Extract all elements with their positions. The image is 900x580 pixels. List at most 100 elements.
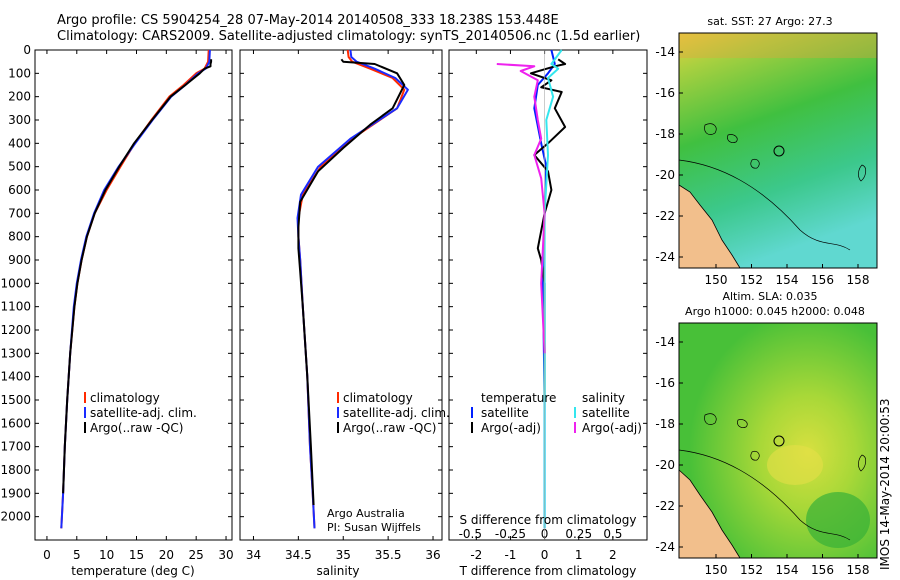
bathymetry-contour xyxy=(678,449,851,541)
lon-tick-label: 150 xyxy=(705,273,728,287)
x-tick-label: -2 xyxy=(470,548,482,562)
series-line xyxy=(496,63,546,354)
lat-tick-label: -18 xyxy=(655,417,675,431)
legend-salinity-header: salinity xyxy=(582,391,625,405)
legend-argo-swatch xyxy=(84,422,86,433)
temperature-axis-label: temperature (deg C) xyxy=(71,564,194,578)
lon-tick-label: 152 xyxy=(740,563,763,577)
legend-t-satellite-swatch xyxy=(471,407,473,418)
legend-climatology-swatch xyxy=(84,392,86,403)
s-difference-axis-label: S difference from climatology xyxy=(460,513,637,527)
legend-t-argo-label: Argo(-adj) xyxy=(481,421,541,435)
x-tick-label: 25 xyxy=(189,548,204,562)
legend-argo-label: Argo(..raw -QC) xyxy=(343,421,436,435)
y-tick-label: 1700 xyxy=(0,440,31,454)
lat-tick-label: -14 xyxy=(655,45,675,59)
legend-s-satellite-swatch xyxy=(574,407,576,418)
lon-tick-label: 154 xyxy=(776,273,799,287)
x-tick-label: 0 xyxy=(541,548,549,562)
lat-tick-label: -14 xyxy=(655,335,675,349)
legend-temperature-header: temperature xyxy=(481,391,556,405)
series-line xyxy=(60,49,210,529)
legend-climatology-label: climatology xyxy=(343,391,413,405)
y-tick-label: 800 xyxy=(8,230,31,244)
x-tick-label: 34 xyxy=(246,548,261,562)
lat-tick-label: -16 xyxy=(655,376,675,390)
difference-legend: temperature salinity satellite Argo(-adj… xyxy=(471,391,642,435)
temperature-legend: climatology satellite-adj. clim. Argo(..… xyxy=(84,391,197,435)
argo-float-marker xyxy=(773,145,785,157)
salinity-legend: climatology satellite-adj. clim. Argo(..… xyxy=(337,391,450,435)
x-tick-label: 35.5 xyxy=(375,548,402,562)
sst-map-frame xyxy=(678,32,878,269)
lat-tick-label: -16 xyxy=(655,86,675,100)
sla-map-title-line2: Argo h1000: 0.045 h2000: 0.048 xyxy=(685,305,865,318)
y-tick-label: 100 xyxy=(8,66,31,80)
x-tick-label: 2 xyxy=(609,548,617,562)
warm-band xyxy=(679,33,877,58)
x-tick-label: 1 xyxy=(575,548,583,562)
profile-title: Argo profile: CS 5904254_28 07-May-2014 … xyxy=(57,13,559,28)
lat-tick-label: -24 xyxy=(655,540,675,554)
y-tick-label: 900 xyxy=(8,253,31,267)
lat-tick-label: -20 xyxy=(655,168,675,182)
x-tick-label: 34.5 xyxy=(285,548,312,562)
legend-argo-swatch xyxy=(337,422,339,433)
y-tick-label: 500 xyxy=(8,160,31,174)
x-tick-label: 36 xyxy=(425,548,440,562)
x-tick-label: 0 xyxy=(43,548,51,562)
y-tick-label: 400 xyxy=(8,136,31,150)
s-tick-label: 0.25 xyxy=(565,527,592,541)
legend-t-argo-swatch xyxy=(471,422,473,433)
lon-tick-label: 156 xyxy=(811,563,834,577)
y-tick-label: 300 xyxy=(8,113,31,127)
lat-tick-label: -20 xyxy=(655,458,675,472)
x-tick-label: 10 xyxy=(99,548,114,562)
x-tick-label: -1 xyxy=(504,548,516,562)
t-difference-axis-label: T difference from climatology xyxy=(459,564,637,578)
reef-outlines xyxy=(704,413,866,472)
y-tick-label: 200 xyxy=(8,90,31,104)
x-tick-label: 35 xyxy=(336,548,351,562)
series-line xyxy=(529,58,567,400)
y-tick-label: 600 xyxy=(8,183,31,197)
y-tick-label: 1100 xyxy=(0,300,31,314)
legend-satellite-label: satellite-adj. clim. xyxy=(343,406,450,420)
reef-outlines xyxy=(704,123,866,182)
lon-tick-label: 150 xyxy=(705,563,728,577)
bathymetry-contour xyxy=(678,159,851,251)
temperature-plot-frame xyxy=(34,49,233,541)
climatology-title: Climatology: CARS2009. Satellite-adjuste… xyxy=(57,29,641,44)
sst-map-title: sat. SST: 27 Argo: 27.3 xyxy=(707,15,832,28)
y-tick-label: 1200 xyxy=(0,323,31,337)
s-tick-label: 0.5 xyxy=(603,527,622,541)
legend-satellite-swatch xyxy=(337,407,339,418)
y-tick-label: 1000 xyxy=(0,276,31,290)
legend-satellite-label: satellite-adj. clim. xyxy=(90,406,197,420)
lon-tick-label: 152 xyxy=(740,273,763,287)
x-tick-label: 5 xyxy=(73,548,81,562)
lat-tick-label: -24 xyxy=(655,250,675,264)
lat-tick-label: -22 xyxy=(655,209,675,223)
y-tick-label: 2000 xyxy=(0,510,31,524)
y-tick-label: 1400 xyxy=(0,370,31,384)
legend-s-argo-swatch xyxy=(574,422,576,433)
legend-t-satellite-label: satellite xyxy=(481,406,529,420)
sla-map xyxy=(678,322,878,559)
salinity-axis-label: salinity xyxy=(316,564,359,578)
sla-map-frame xyxy=(678,322,878,559)
series-line xyxy=(297,58,406,506)
series-line xyxy=(62,59,213,494)
y-tick-label: 1300 xyxy=(0,346,31,360)
low-anomaly-patch xyxy=(806,492,870,548)
legend-climatology-swatch xyxy=(337,392,339,403)
legend-satellite-swatch xyxy=(84,407,86,418)
y-tick-label: 0 xyxy=(23,43,31,57)
argo-float-marker xyxy=(773,435,785,447)
series-line xyxy=(60,49,211,529)
argo-australia-note: Argo Australia xyxy=(327,507,405,520)
imos-timestamp: IMOS 14-May-2014 20:00:53 xyxy=(878,398,892,570)
series-line xyxy=(543,49,563,529)
s-tick-label: -0.5 xyxy=(459,527,482,541)
